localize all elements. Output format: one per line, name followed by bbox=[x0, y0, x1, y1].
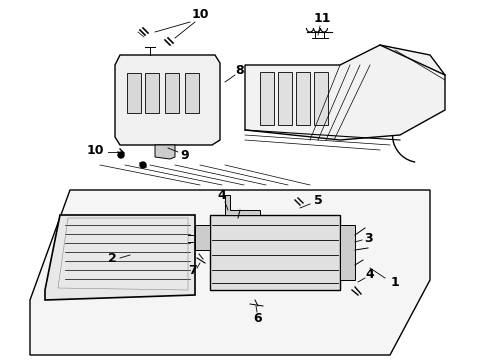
Circle shape bbox=[351, 288, 357, 293]
Text: 10: 10 bbox=[86, 144, 104, 157]
Polygon shape bbox=[195, 225, 210, 250]
Polygon shape bbox=[145, 73, 159, 113]
Polygon shape bbox=[314, 72, 328, 125]
Circle shape bbox=[118, 152, 124, 158]
Text: 2: 2 bbox=[108, 252, 117, 265]
Polygon shape bbox=[185, 73, 199, 113]
Text: 3: 3 bbox=[364, 231, 372, 244]
Polygon shape bbox=[155, 145, 175, 159]
Polygon shape bbox=[245, 45, 445, 140]
Text: 4: 4 bbox=[366, 269, 374, 282]
Polygon shape bbox=[165, 73, 179, 113]
Text: 11: 11 bbox=[313, 12, 331, 24]
Text: 4: 4 bbox=[218, 189, 226, 202]
Text: 8: 8 bbox=[236, 63, 245, 77]
Text: 1: 1 bbox=[391, 275, 399, 288]
Text: 10: 10 bbox=[191, 8, 209, 21]
Polygon shape bbox=[115, 55, 220, 145]
Polygon shape bbox=[296, 72, 310, 125]
Polygon shape bbox=[340, 225, 355, 280]
Circle shape bbox=[140, 162, 146, 168]
Polygon shape bbox=[210, 215, 340, 290]
Text: 9: 9 bbox=[181, 149, 189, 162]
Polygon shape bbox=[225, 195, 260, 215]
Text: 5: 5 bbox=[314, 194, 322, 207]
Polygon shape bbox=[45, 215, 195, 300]
Polygon shape bbox=[260, 72, 274, 125]
Polygon shape bbox=[278, 72, 292, 125]
Text: 6: 6 bbox=[254, 311, 262, 324]
Polygon shape bbox=[127, 73, 141, 113]
Polygon shape bbox=[30, 190, 430, 355]
Text: 7: 7 bbox=[188, 264, 196, 276]
